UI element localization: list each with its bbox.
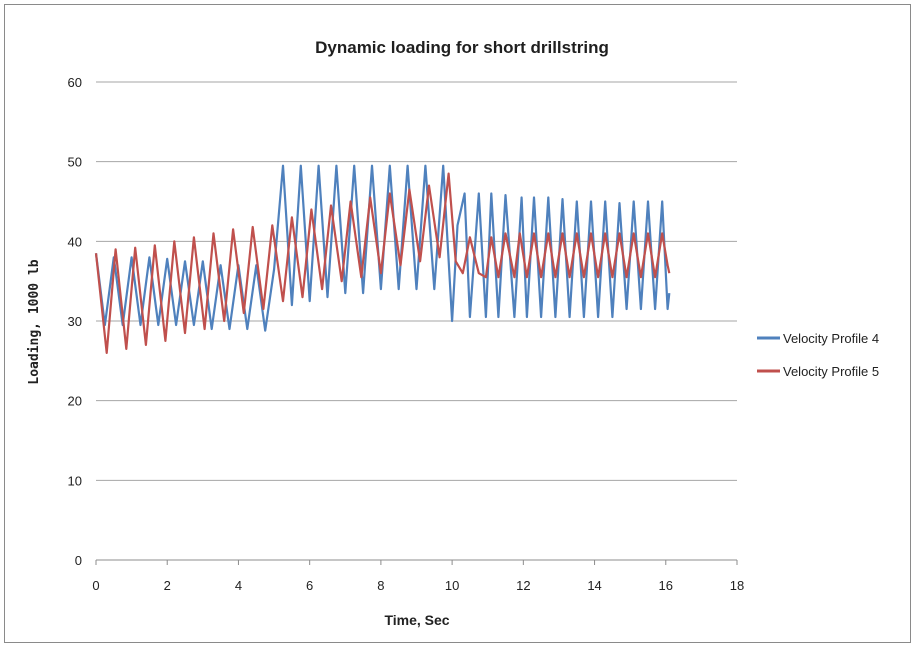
y-tick-label-40: 40: [68, 234, 82, 249]
grid-lines: [96, 81, 737, 561]
x-axis-label: Time, Sec: [384, 612, 449, 628]
chart-frame: [4, 4, 911, 643]
legend-label-2: Velocity Profile 5: [783, 364, 879, 379]
legend-label-1: Velocity Profile 4: [783, 331, 879, 346]
x-tick-label-6: 6: [306, 578, 313, 593]
y-axis-ticks: 0 10 20 30 40 50 60: [68, 75, 82, 568]
x-tick-label-18: 18: [730, 578, 744, 593]
legend: Velocity Profile 4 Velocity Profile 5: [757, 331, 879, 379]
x-tick-label-10: 10: [445, 578, 459, 593]
x-tick-label-16: 16: [659, 578, 673, 593]
y-tick-label-30: 30: [68, 314, 82, 329]
y-tick-label-0: 0: [75, 553, 82, 568]
chart-title: Dynamic loading for short drillstring: [315, 38, 609, 57]
x-tick-label-2: 2: [164, 578, 171, 593]
x-tick-label-14: 14: [587, 578, 601, 593]
x-tick-label-8: 8: [377, 578, 384, 593]
series-line-2: [94, 172, 671, 354]
y-tick-label-20: 20: [68, 394, 82, 409]
x-tick-label-4: 4: [235, 578, 242, 593]
series-line-1: [94, 164, 671, 332]
series-lines: [94, 164, 671, 354]
y-tick-label-60: 60: [68, 75, 82, 90]
y-axis-label: Loading, 1000 lb: [27, 259, 42, 384]
y-tick-label-10: 10: [68, 473, 82, 488]
x-tick-label-0: 0: [92, 578, 99, 593]
x-tick-label-12: 12: [516, 578, 530, 593]
y-tick-label-50: 50: [68, 155, 82, 170]
x-axis-ticks: 0 2 4 6 8 10 12 14 16 18: [92, 560, 744, 593]
